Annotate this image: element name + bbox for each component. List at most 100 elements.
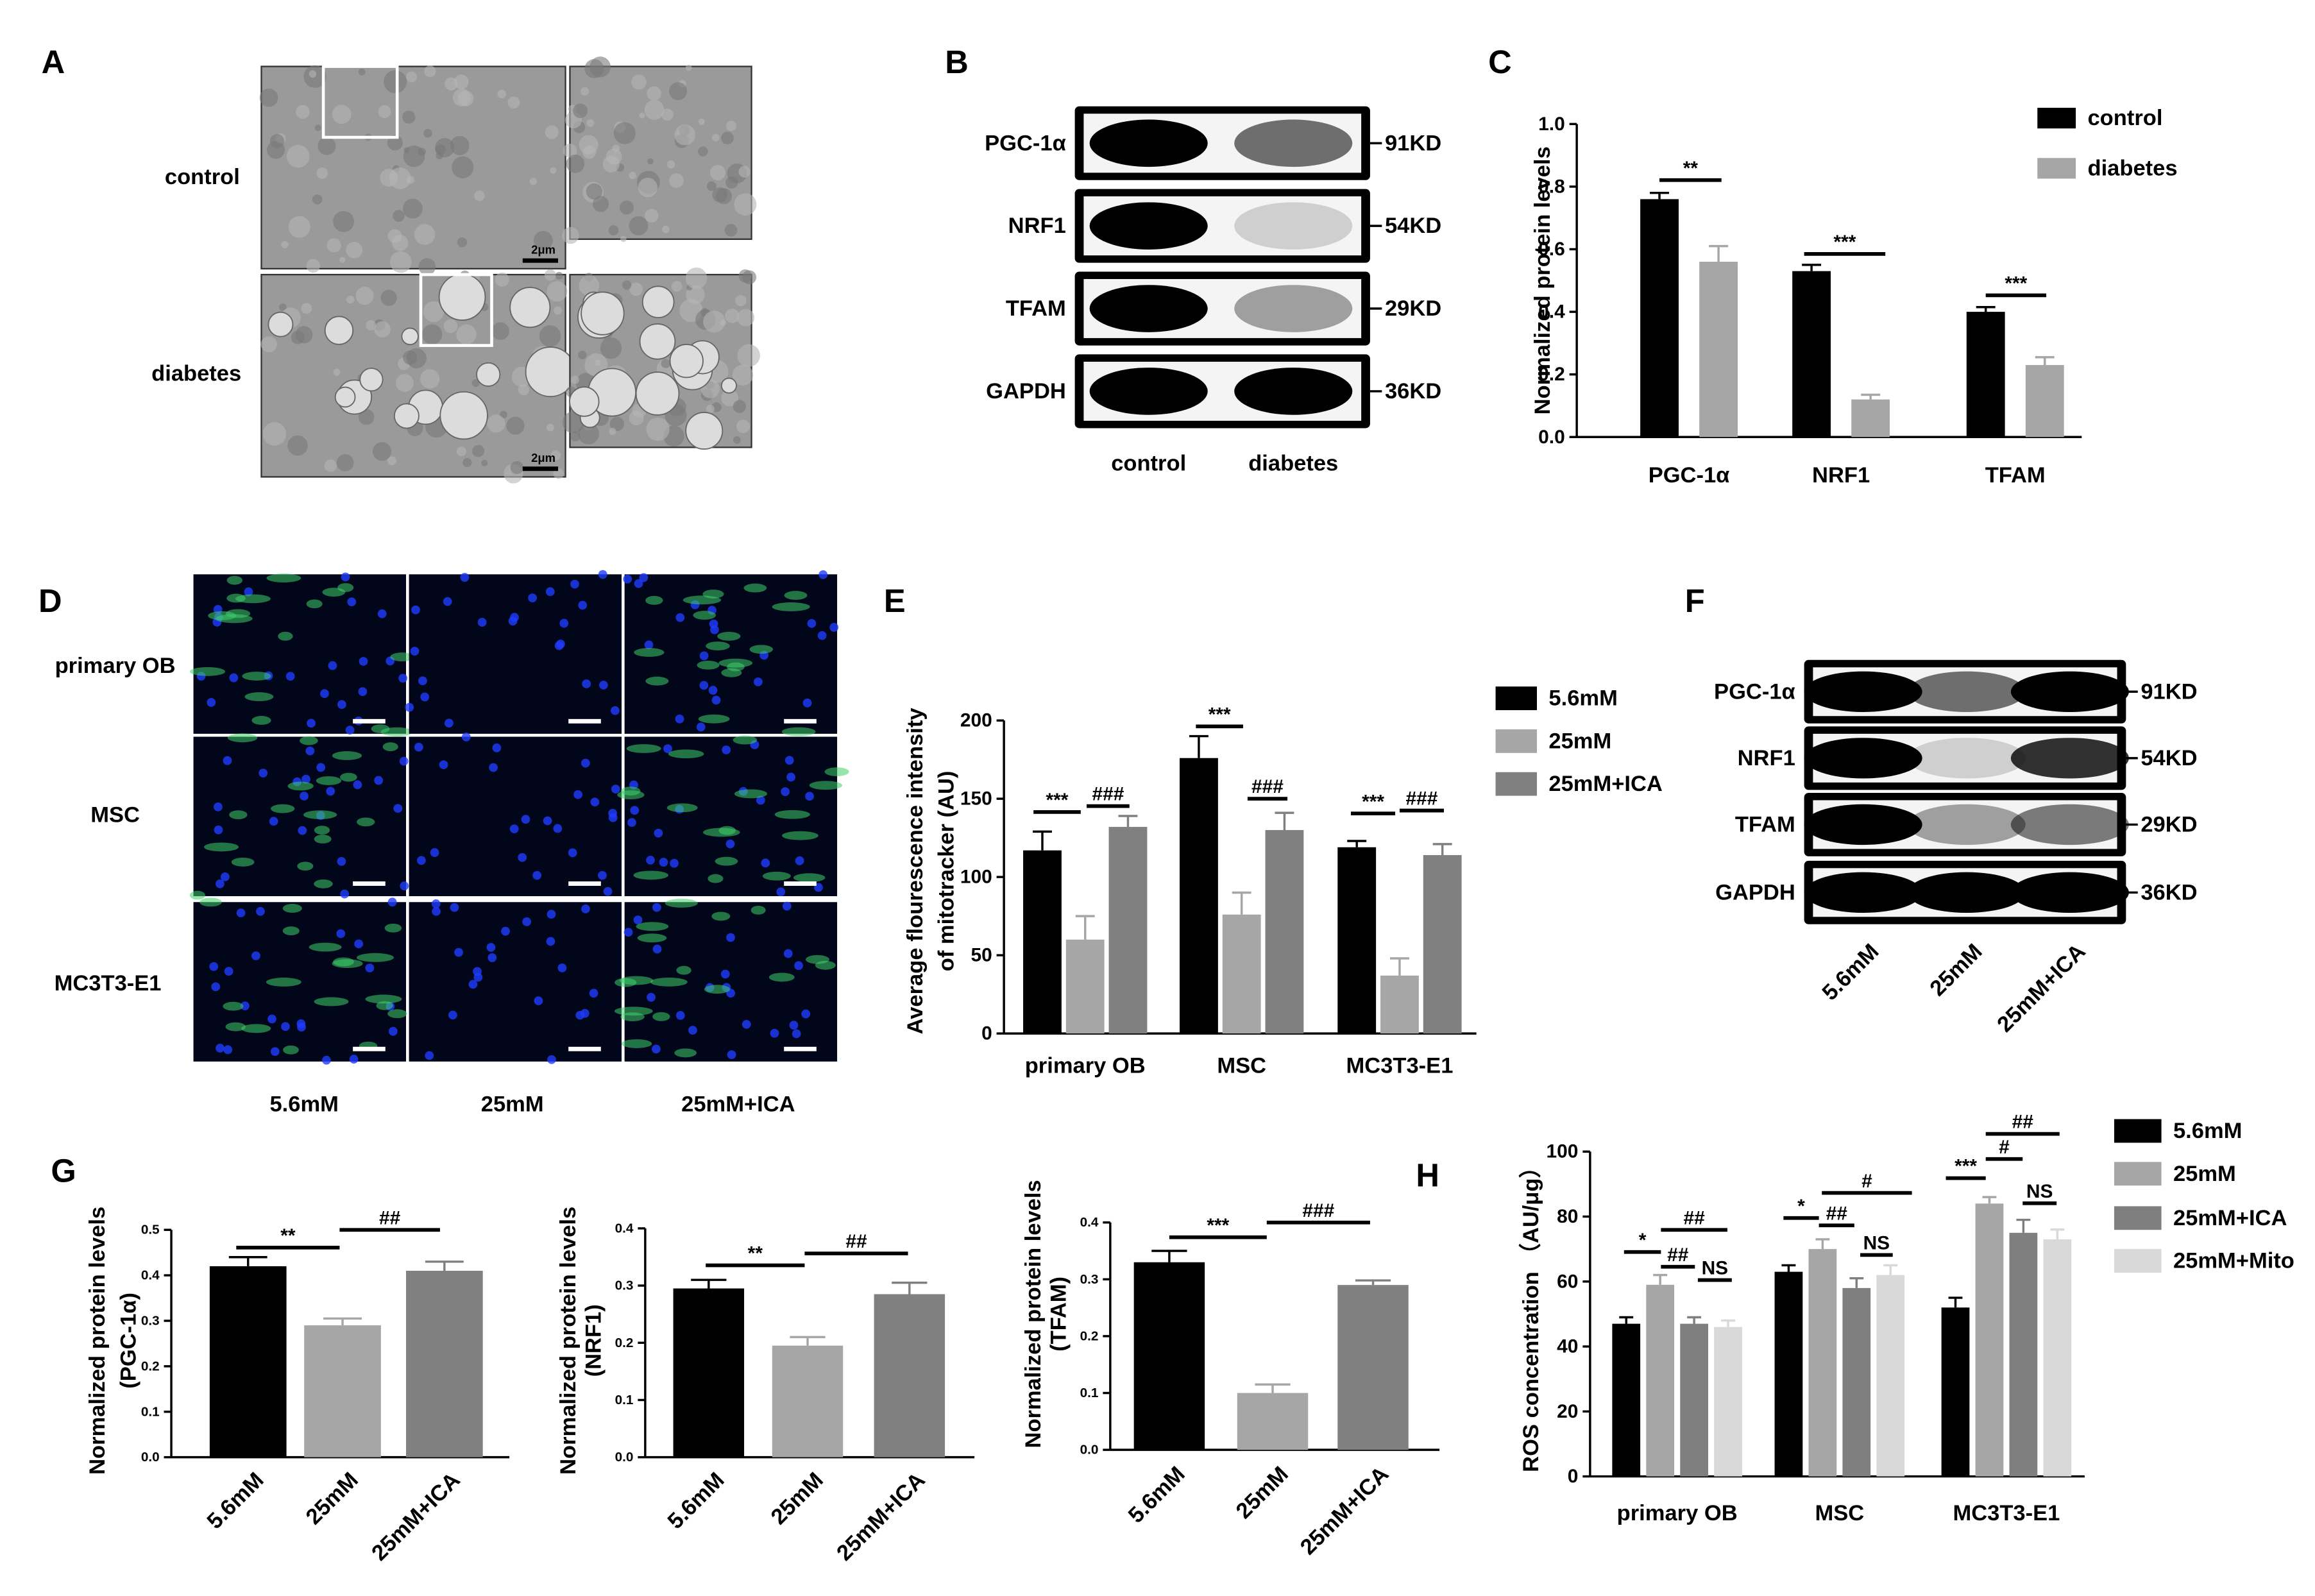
bar bbox=[1842, 1287, 1871, 1477]
bar bbox=[1966, 312, 2005, 437]
nucleus bbox=[345, 726, 355, 735]
em-texture bbox=[452, 156, 474, 178]
y-axis-label: ROS concentration （AU/μg） bbox=[1518, 1156, 1543, 1472]
significance-label: * bbox=[1639, 1230, 1647, 1251]
nucleus bbox=[300, 792, 309, 801]
bar bbox=[2009, 1232, 2038, 1477]
scale-bar bbox=[568, 881, 601, 886]
mito-signal bbox=[332, 751, 362, 760]
column-label: 25mM+ICA bbox=[681, 1092, 795, 1117]
nucleus bbox=[725, 839, 735, 849]
scale-bar bbox=[522, 258, 559, 263]
mito-signal bbox=[314, 826, 330, 835]
nucleus bbox=[627, 818, 636, 828]
em-texture bbox=[584, 59, 604, 78]
em-texture bbox=[669, 173, 684, 188]
mito-signal bbox=[706, 641, 730, 650]
nucleus bbox=[270, 1047, 280, 1057]
em-texture bbox=[737, 344, 760, 367]
blot-band bbox=[2010, 804, 2129, 845]
label: control bbox=[165, 165, 240, 189]
x-tick-label: PGC-1α bbox=[1649, 463, 1730, 488]
y-tick-label: 0.0 bbox=[615, 1450, 634, 1464]
em-texture bbox=[579, 275, 600, 296]
em-texture bbox=[685, 267, 708, 289]
y-tick-label: 100 bbox=[960, 867, 992, 888]
y-axis-label: (TFAM) bbox=[1046, 1277, 1071, 1352]
size-label: 36KD bbox=[2141, 880, 2197, 904]
nucleus bbox=[214, 825, 223, 835]
legend-swatch bbox=[2037, 108, 2076, 129]
em-texture bbox=[260, 335, 277, 353]
lane-label: 25mM bbox=[1926, 939, 1987, 1001]
mito-signal bbox=[226, 575, 242, 585]
em-vacuole bbox=[359, 368, 384, 392]
error-bar bbox=[1619, 1316, 1634, 1324]
nucleus bbox=[405, 702, 414, 712]
nucleus bbox=[522, 917, 532, 926]
mito-signal bbox=[809, 781, 842, 790]
bar bbox=[1133, 1262, 1205, 1450]
mito-signal bbox=[300, 736, 318, 745]
y-tick-label: 0.2 bbox=[1538, 364, 1565, 385]
blot-band bbox=[1907, 738, 2026, 779]
nucleus bbox=[670, 858, 679, 868]
y-tick-label: 0.0 bbox=[1538, 427, 1565, 448]
nucleus bbox=[377, 609, 387, 618]
nucleus bbox=[207, 698, 216, 707]
em-vacuole bbox=[509, 287, 551, 328]
em-texture bbox=[380, 289, 397, 306]
mito-signal bbox=[749, 645, 773, 654]
error-bar bbox=[2035, 356, 2055, 366]
mito-signal bbox=[189, 890, 205, 900]
error-bar bbox=[1255, 1383, 1291, 1393]
mito-signal bbox=[231, 858, 255, 867]
mito-signal bbox=[698, 714, 730, 724]
em-texture bbox=[314, 124, 321, 132]
nucleus bbox=[786, 772, 795, 782]
size-label: 54KD bbox=[2141, 746, 2197, 770]
mito-signal bbox=[266, 978, 301, 987]
em-texture bbox=[296, 105, 310, 119]
mito-signal bbox=[772, 602, 810, 611]
mito-signal bbox=[768, 972, 795, 982]
nucleus bbox=[633, 915, 643, 925]
bar bbox=[1612, 1323, 1641, 1477]
mito-signal bbox=[634, 648, 665, 657]
em-texture bbox=[573, 103, 588, 119]
nucleus bbox=[439, 760, 448, 770]
x-tick-label: NRF1 bbox=[1812, 463, 1870, 488]
row-label: MSC bbox=[90, 802, 140, 827]
em-texture bbox=[403, 350, 418, 365]
em-texture bbox=[533, 230, 553, 250]
nucleus bbox=[411, 605, 420, 615]
em-texture bbox=[420, 369, 440, 389]
em-texture bbox=[639, 112, 645, 119]
nucleus bbox=[213, 802, 223, 811]
mito-signal bbox=[743, 583, 767, 593]
em-texture bbox=[295, 326, 313, 344]
mito-signal bbox=[793, 873, 826, 883]
mito-signal bbox=[702, 828, 740, 837]
em-texture bbox=[389, 251, 412, 273]
protein-label: NRF1 bbox=[1738, 746, 1795, 770]
nucleus bbox=[354, 939, 364, 949]
nucleus bbox=[400, 881, 409, 890]
nucleus bbox=[501, 926, 510, 936]
significance-label: *** bbox=[1046, 790, 1069, 811]
em-texture bbox=[387, 135, 403, 151]
significance-label: ** bbox=[748, 1243, 763, 1264]
mito-signal bbox=[782, 831, 818, 840]
nucleus bbox=[699, 651, 709, 661]
mito-signal bbox=[652, 1012, 670, 1021]
nucleus bbox=[326, 786, 335, 796]
mito-signal bbox=[244, 692, 274, 701]
y-tick-label: 0.0 bbox=[1080, 1443, 1099, 1457]
nucleus bbox=[761, 858, 770, 868]
mito-signal bbox=[704, 985, 730, 994]
em-texture bbox=[450, 136, 470, 155]
em-texture bbox=[586, 119, 595, 127]
mito-signal bbox=[306, 599, 323, 609]
nucleus bbox=[418, 676, 427, 686]
size-label: 54KD bbox=[1385, 214, 1441, 238]
